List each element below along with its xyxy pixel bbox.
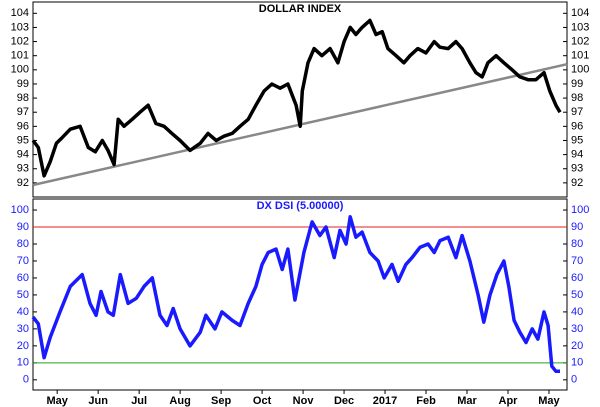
y-tick-label: 98	[17, 92, 29, 104]
y-tick-label: 40	[17, 306, 29, 318]
y-tick-label: 103	[11, 21, 29, 33]
chart-title: DX DSI (5.00000)	[257, 200, 344, 212]
y-tick-label: 20	[17, 340, 29, 352]
y-tick-label: 95	[17, 134, 29, 146]
x-tick-label: May	[538, 395, 560, 407]
y-tick-label: 60	[571, 272, 583, 284]
series-line	[31, 215, 560, 374]
y-tick-label: 99	[571, 78, 583, 90]
y-tick-label: 40	[571, 306, 583, 318]
y-tick-label: 80	[17, 238, 29, 250]
y-tick-label: 104	[571, 7, 589, 19]
y-tick-label: 96	[17, 120, 29, 132]
y-tick-label: 100	[571, 64, 589, 76]
y-tick-label: 97	[17, 106, 29, 118]
y-tick-label: 95	[571, 134, 583, 146]
x-tick-label: Aug	[169, 395, 190, 407]
y-tick-label: 30	[571, 323, 583, 335]
y-tick-label: 102	[11, 35, 29, 47]
y-tick-label: 70	[17, 255, 29, 267]
y-tick-label: 101	[11, 50, 29, 62]
series-line	[31, 18, 562, 178]
y-tick-label: 80	[571, 238, 583, 250]
y-tick-label: 101	[571, 50, 589, 62]
y-tick-label: 97	[571, 106, 583, 118]
y-tick-label: 103	[571, 21, 589, 33]
y-tick-label: 96	[571, 120, 583, 132]
y-tick-label: 94	[17, 149, 29, 161]
y-tick-label: 99	[17, 78, 29, 90]
x-tick-label: Dec	[334, 395, 354, 407]
chart-title: DOLLAR INDEX	[259, 3, 342, 15]
x-tick-label: May	[46, 395, 68, 407]
plot-frame	[32, 1, 568, 198]
y-tick-label: 98	[571, 92, 583, 104]
y-tick-label: 102	[571, 35, 589, 47]
y-tick-label: 92	[571, 177, 583, 189]
plot-frame	[32, 198, 568, 391]
y-tick-label: 0	[23, 374, 29, 386]
y-tick-label: 30	[17, 323, 29, 335]
x-tick-label: 2017	[373, 395, 397, 407]
y-tick-label: 104	[11, 7, 29, 19]
x-tick-label: Feb	[416, 395, 436, 407]
x-tick-label: Sep	[211, 395, 231, 407]
x-tick-label: Nov	[293, 395, 315, 407]
y-tick-label: 90	[17, 221, 29, 233]
y-tick-label: 0	[571, 374, 577, 386]
y-tick-label: 93	[571, 163, 583, 175]
x-tick-label: Jun	[88, 395, 108, 407]
y-tick-label: 70	[571, 255, 583, 267]
y-tick-label: 100	[11, 204, 29, 216]
x-tick-label: Oct	[253, 395, 272, 407]
y-tick-label: 10	[571, 357, 583, 369]
y-tick-label: 10	[17, 357, 29, 369]
y-tick-label: 50	[571, 289, 583, 301]
y-tick-label: 92	[17, 177, 29, 189]
x-tick-label: Jul	[131, 395, 147, 407]
y-tick-label: 50	[17, 289, 29, 301]
x-tick-label: Apr	[499, 395, 519, 407]
y-tick-label: 94	[571, 149, 583, 161]
y-tick-label: 100	[571, 204, 589, 216]
y-tick-label: 100	[11, 64, 29, 76]
y-tick-label: 20	[571, 340, 583, 352]
x-tick-label: Mar	[457, 395, 477, 407]
y-tick-label: 60	[17, 272, 29, 284]
y-tick-label: 90	[571, 221, 583, 233]
y-tick-label: 93	[17, 163, 29, 175]
